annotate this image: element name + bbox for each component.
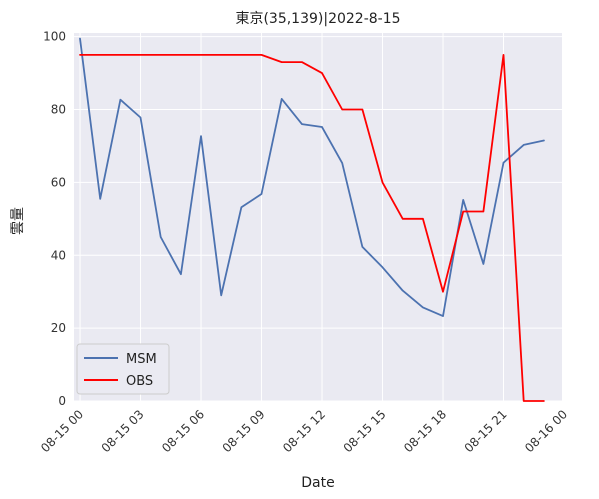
legend-box bbox=[76, 343, 170, 395]
y-tick-label: 20 bbox=[51, 321, 66, 335]
legend-label-msm: MSM bbox=[126, 352, 157, 367]
x-axis-title: Date bbox=[301, 475, 334, 491]
legend: MSM OBS bbox=[76, 343, 170, 395]
y-tick-label: 0 bbox=[58, 394, 66, 408]
plot-area bbox=[74, 33, 562, 401]
series-group bbox=[79, 37, 545, 402]
series-line-msm bbox=[79, 37, 545, 318]
grid bbox=[74, 33, 565, 402]
y-tick-label: 60 bbox=[51, 175, 66, 189]
y-tick-label: 40 bbox=[51, 248, 66, 262]
y-tick-label: 100 bbox=[43, 30, 66, 44]
legend-label-obs: OBS bbox=[126, 374, 153, 389]
chart-title: 東京(35,139)|2022-8-15 bbox=[235, 11, 400, 27]
series-line-obs bbox=[79, 54, 545, 402]
y-axis-ticks: 0 20 40 60 80 100 bbox=[43, 30, 66, 408]
y-tick-label: 80 bbox=[51, 103, 66, 117]
y-axis-title: 雲量 bbox=[10, 207, 26, 235]
